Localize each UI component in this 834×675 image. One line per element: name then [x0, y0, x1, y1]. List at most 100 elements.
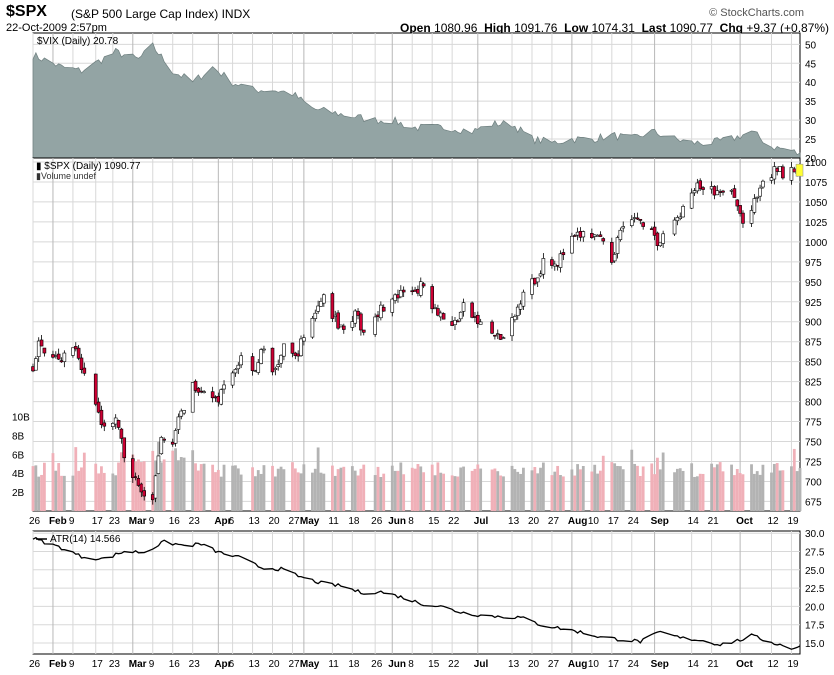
- candle-body: [82, 367, 87, 374]
- candle-body: [111, 422, 115, 427]
- candle-body: [193, 380, 198, 391]
- candle-body: [581, 231, 586, 238]
- candle-body: [116, 420, 121, 428]
- candle-body: [219, 389, 223, 405]
- volume-bar: [393, 470, 397, 511]
- volume-bar: [693, 476, 696, 511]
- y-tick-label: 1025: [805, 218, 828, 229]
- candle-body: [202, 391, 206, 393]
- candle-body: [96, 401, 101, 413]
- x-tick-label: Oct: [736, 516, 753, 527]
- x-tick-label: 9: [149, 659, 155, 670]
- volume-bar: [114, 475, 118, 511]
- candle-body: [641, 222, 645, 227]
- volume-bar: [416, 464, 420, 511]
- volume-bar: [194, 463, 197, 511]
- x-tick-label: 20: [269, 516, 281, 527]
- volume-bar: [636, 465, 639, 511]
- x-tick-label: 13: [508, 516, 520, 527]
- x-tick-label: 21: [708, 659, 720, 670]
- x-tick-label: 19: [787, 516, 799, 527]
- volume-bar: [299, 473, 303, 511]
- candle-body: [772, 166, 777, 180]
- candle-body: [173, 430, 178, 444]
- candle-body: [210, 391, 215, 399]
- volume-bar: [282, 469, 286, 511]
- candle-body: [139, 483, 144, 493]
- open-value: 1080.96: [434, 21, 478, 35]
- candle-body: [36, 340, 41, 357]
- volume-bar: [656, 457, 659, 511]
- volume-bar: [174, 448, 177, 511]
- volume-bar: [573, 475, 577, 511]
- volume-bar: [550, 475, 554, 511]
- candle-body: [379, 304, 383, 319]
- volume-bar: [513, 469, 517, 511]
- volume-bar: [330, 465, 334, 511]
- volume-bar: [633, 463, 637, 511]
- candle-body: [256, 362, 261, 373]
- candle-body: [93, 373, 98, 405]
- candle-body: [62, 352, 67, 362]
- y-tick-label: 875: [805, 338, 822, 349]
- candle-body: [692, 190, 697, 194]
- volume-bar: [410, 467, 414, 511]
- candle-body: [789, 167, 794, 181]
- candle-body: [250, 356, 255, 372]
- atr-line: [32, 536, 801, 650]
- volume-bar: [772, 463, 776, 511]
- candle-body: [518, 303, 523, 310]
- candle-body: [299, 338, 303, 357]
- volume-bar: [236, 468, 240, 511]
- y-tick-label: 27.5: [805, 548, 825, 559]
- candle-body: [316, 305, 320, 312]
- candle-body: [350, 321, 355, 328]
- x-tick-label: 17: [608, 516, 620, 527]
- volume-bar: [442, 473, 445, 511]
- chg-label: Chg: [719, 21, 743, 35]
- x-tick-label: 23: [109, 516, 121, 527]
- candle-body: [401, 289, 406, 293]
- x-tick-label: 27: [288, 516, 300, 527]
- candle-body: [769, 177, 774, 181]
- candle-body: [718, 191, 722, 193]
- volume-bar: [718, 462, 722, 511]
- plot-area: [32, 530, 801, 655]
- candle-body: [56, 353, 61, 360]
- volume-bar: [755, 471, 759, 511]
- x-tick-label: 27: [548, 516, 560, 527]
- x-tick-label: 11: [328, 516, 339, 527]
- volume-bar: [179, 457, 183, 511]
- x-tick-label: 11: [328, 659, 339, 670]
- x-tick-label: 18: [348, 516, 360, 527]
- candle-body: [493, 334, 497, 337]
- candle-body: [399, 290, 403, 298]
- volume-bar: [273, 476, 277, 511]
- candle-body: [749, 210, 754, 224]
- volume-bar: [322, 473, 326, 511]
- volume-bar: [453, 476, 457, 511]
- x-tick-label: 23: [109, 659, 121, 670]
- volume-bar: [675, 468, 679, 511]
- x-tick-label: Mar: [129, 659, 147, 670]
- candle-body: [438, 312, 443, 318]
- candle-body: [130, 458, 135, 478]
- candle-body: [538, 273, 543, 277]
- volume-bar: [496, 471, 500, 511]
- y-tick-label: 850: [805, 358, 822, 369]
- volume-bar: [761, 464, 765, 511]
- volume-bar: [134, 461, 138, 511]
- candle-body: [510, 317, 514, 337]
- x-tick-label: Aug: [568, 659, 587, 670]
- x-tick-label: Sep: [651, 659, 669, 670]
- volume-bar: [111, 473, 115, 511]
- candle-body: [339, 324, 343, 328]
- candle-body: [162, 438, 166, 441]
- triangle-up-icon: ▲: [832, 25, 834, 34]
- volume-bar: [402, 474, 406, 511]
- candle-body: [473, 316, 477, 318]
- volume-bar: [216, 469, 220, 511]
- candle-body: [31, 366, 35, 372]
